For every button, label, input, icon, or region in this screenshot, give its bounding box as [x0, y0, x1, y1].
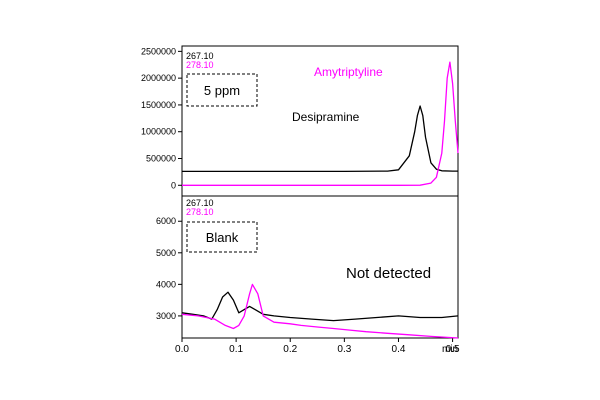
y-tick-label: 1500000: [141, 100, 176, 110]
x-tick-label: 0.4: [392, 344, 406, 355]
series-line-278-10: [182, 61, 459, 186]
series-line-267-10: [181, 291, 459, 322]
y-tick-label: 0: [171, 180, 176, 190]
y-tick-label: 2000000: [141, 73, 176, 83]
legend-entry: 267.10: [186, 198, 214, 208]
boxed-label-frame: [186, 73, 258, 107]
plot-frame: [181, 195, 459, 339]
x-tick-label: 0.5: [446, 344, 460, 355]
boxed-label: 5 ppm: [204, 83, 240, 98]
boxed-label: Blank: [206, 230, 239, 245]
y-tick-label: 1000000: [141, 127, 176, 137]
x-axis-label: min: [442, 344, 458, 355]
y-tick-label: 5000: [156, 248, 176, 258]
legend-entry: 278.10: [186, 60, 214, 70]
x-tick-label: 0.0: [175, 344, 189, 355]
x-tick-label: 0.1: [229, 344, 243, 355]
series-line-278-10: [181, 283, 459, 339]
x-tick-label: 0.3: [337, 344, 351, 355]
series-line-267-10: [182, 105, 458, 173]
legend-entry: 267.10: [186, 51, 214, 61]
y-tick-label: 500000: [146, 154, 176, 164]
boxed-label-frame: [186, 221, 258, 253]
not-detected-label: Not detected: [346, 265, 431, 282]
y-tick-label: 4000: [156, 279, 176, 289]
x-tick-label: 0.2: [283, 344, 297, 355]
amytriptyline-label: Amytriptyline: [314, 65, 383, 79]
desipramine-label: Desipramine: [292, 110, 360, 124]
y-tick-label: 6000: [156, 216, 176, 226]
legend-entry: 278.10: [186, 207, 214, 217]
y-tick-label: 2500000: [141, 46, 176, 56]
y-tick-label: 3000: [156, 311, 176, 321]
panel-5ppm: 0 500000 1000000 1500000 2000000 2500000 267.1…: [141, 45, 459, 197]
